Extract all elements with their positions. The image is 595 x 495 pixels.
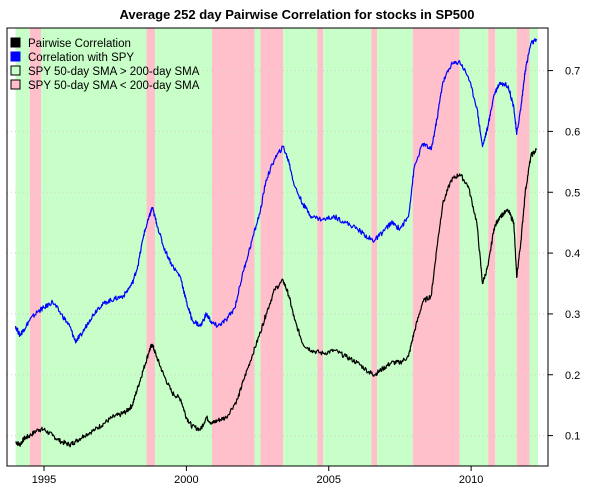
regime-band-above: [323, 28, 372, 466]
x-tick-label: 2005: [317, 474, 341, 486]
series-line-pairwise-correlation: [15, 148, 538, 448]
x-tick-label: 1995: [32, 474, 56, 486]
series-lines: [14, 38, 538, 448]
regime-band-below: [412, 28, 460, 466]
regime-band-below: [146, 28, 156, 466]
regime-band-above: [377, 28, 413, 466]
legend-label: Correlation with SPY: [28, 52, 134, 64]
legend-label: Pairwise Correlation: [28, 38, 131, 50]
x-tick-label: 2010: [459, 474, 483, 486]
y-tick-label: 0.4: [565, 248, 580, 260]
regime-band-above: [155, 28, 213, 466]
legend: Pairwise Correlation Correlation with SPY…: [10, 37, 200, 92]
series-line-correlation-with-spy: [14, 38, 538, 344]
y-tick-label: 0.6: [565, 126, 580, 138]
legend-label: SPY 50-day SMA < 200-day SMA: [28, 80, 200, 92]
regime-band-above: [495, 28, 517, 466]
regime-band-below: [317, 28, 324, 466]
regime-band-above: [254, 28, 261, 466]
regime-band-below: [260, 28, 284, 466]
x-tick-label: 2000: [174, 474, 198, 486]
x-axis: 1995 2000 2005 2010: [32, 466, 483, 486]
regime-band-below: [371, 28, 378, 466]
y-tick-label: 0.7: [565, 66, 580, 78]
y-tick-label: 0.1: [565, 431, 580, 443]
y-tick-label: 0.2: [565, 370, 580, 382]
plot-frame: [6, 27, 549, 467]
regime-band-above: [529, 28, 539, 466]
regime-band-above: [15, 28, 30, 466]
chart-title: Average 252 day Pairwise Correlation for…: [119, 7, 474, 22]
legend-swatch: [10, 51, 21, 62]
regime-band-below: [212, 28, 255, 466]
y-axis: 0.1 0.2 0.3 0.4 0.5 0.6 0.7: [548, 66, 580, 443]
regime-band-below: [29, 28, 42, 466]
regime-band-above: [41, 28, 147, 466]
regime-shading: [15, 28, 539, 466]
legend-label: SPY 50-day SMA > 200-day SMA: [28, 66, 200, 78]
regime-band-above: [283, 28, 318, 466]
legend-swatch: [10, 37, 21, 48]
regime-band-below: [516, 28, 530, 466]
legend-swatch: [10, 65, 21, 76]
legend-swatch: [10, 79, 21, 90]
y-tick-label: 0.5: [565, 187, 580, 199]
regime-band-above: [459, 28, 489, 466]
y-tick-label: 0.3: [565, 309, 580, 321]
regime-band-below: [488, 28, 496, 466]
